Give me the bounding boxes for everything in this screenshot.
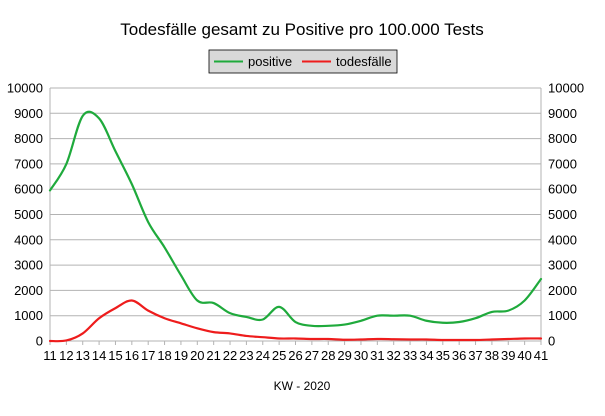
legend-label-todesfaelle: todesfälle bbox=[336, 54, 392, 69]
y-tick-label-left: 5000 bbox=[14, 207, 43, 222]
y-tick-label-left: 0 bbox=[36, 334, 43, 349]
x-tick-label: 15 bbox=[108, 348, 122, 363]
x-tick-label: 19 bbox=[174, 348, 188, 363]
x-tick-label: 22 bbox=[223, 348, 237, 363]
x-tick-label: 32 bbox=[386, 348, 400, 363]
y-tick-label-left: 6000 bbox=[14, 182, 43, 197]
x-tick-label: 30 bbox=[354, 348, 368, 363]
y-tick-label-right: 3000 bbox=[548, 258, 577, 273]
legend: positive todesfälle bbox=[208, 49, 398, 74]
x-tick-label: 40 bbox=[517, 348, 531, 363]
x-tick-label: 37 bbox=[468, 348, 482, 363]
y-tick-label-right: 8000 bbox=[548, 131, 577, 146]
x-tick-label: 26 bbox=[288, 348, 302, 363]
x-tick-label: 23 bbox=[239, 348, 253, 363]
x-tick-label: 24 bbox=[256, 348, 270, 363]
x-tick-label: 25 bbox=[272, 348, 286, 363]
y-tick-label-right: 9000 bbox=[548, 106, 577, 121]
x-tick-label: 39 bbox=[501, 348, 515, 363]
y-tick-label-right: 10000 bbox=[548, 81, 584, 96]
x-tick-label: 33 bbox=[403, 348, 417, 363]
y-tick-label-left: 9000 bbox=[14, 106, 43, 121]
y-tick-label-left: 8000 bbox=[14, 131, 43, 146]
y-tick-label-right: 1000 bbox=[548, 308, 577, 323]
x-tick-label: 14 bbox=[92, 348, 106, 363]
x-tick-label: 29 bbox=[337, 348, 351, 363]
x-tick-label: 35 bbox=[436, 348, 450, 363]
x-tick-label: 18 bbox=[157, 348, 171, 363]
x-tick-label: 13 bbox=[75, 348, 89, 363]
series bbox=[48, 110, 543, 343]
x-tick-label: 31 bbox=[370, 348, 384, 363]
y-tick-label-left: 3000 bbox=[14, 258, 43, 273]
x-tick-label: 27 bbox=[305, 348, 319, 363]
axes: 0 0 1000 1000 2000 2000 3000 3000 4000 4000 5000 50… bbox=[7, 81, 584, 364]
x-tick-label: 38 bbox=[485, 348, 499, 363]
x-tick-label: 16 bbox=[125, 348, 139, 363]
y-tick-label-right: 4000 bbox=[548, 232, 577, 247]
y-tick-label-left: 10000 bbox=[7, 81, 43, 96]
x-tick-label: 28 bbox=[321, 348, 335, 363]
x-tick-label: 36 bbox=[452, 348, 466, 363]
series-line-todesfalle bbox=[48, 299, 543, 343]
x-tick-label: 34 bbox=[419, 348, 433, 363]
x-tick-label: 11 bbox=[43, 348, 57, 363]
y-tick-label-right: 2000 bbox=[548, 283, 577, 298]
y-tick-label-right: 5000 bbox=[548, 207, 577, 222]
y-tick-label-left: 2000 bbox=[14, 283, 43, 298]
series-line-positive bbox=[48, 110, 543, 328]
x-tick-label: 41 bbox=[534, 348, 548, 363]
y-tick-label-left: 4000 bbox=[14, 232, 43, 247]
y-tick-label-right: 0 bbox=[548, 334, 555, 349]
y-tick-label-right: 7000 bbox=[548, 156, 577, 171]
chart-title: Todesfälle gesamt zu Positive pro 100.00… bbox=[120, 20, 484, 39]
y-tick-label-left: 7000 bbox=[14, 156, 43, 171]
x-tick-label: 12 bbox=[59, 348, 73, 363]
x-tick-label: 17 bbox=[141, 348, 155, 363]
x-tick-label: 21 bbox=[206, 348, 220, 363]
x-tick-label: 20 bbox=[190, 348, 204, 363]
y-tick-label-right: 6000 bbox=[548, 182, 577, 197]
x-axis-label: KW - 2020 bbox=[274, 379, 331, 393]
legend-label-positive: positive bbox=[248, 54, 292, 69]
y-tick-label-left: 1000 bbox=[14, 308, 43, 323]
